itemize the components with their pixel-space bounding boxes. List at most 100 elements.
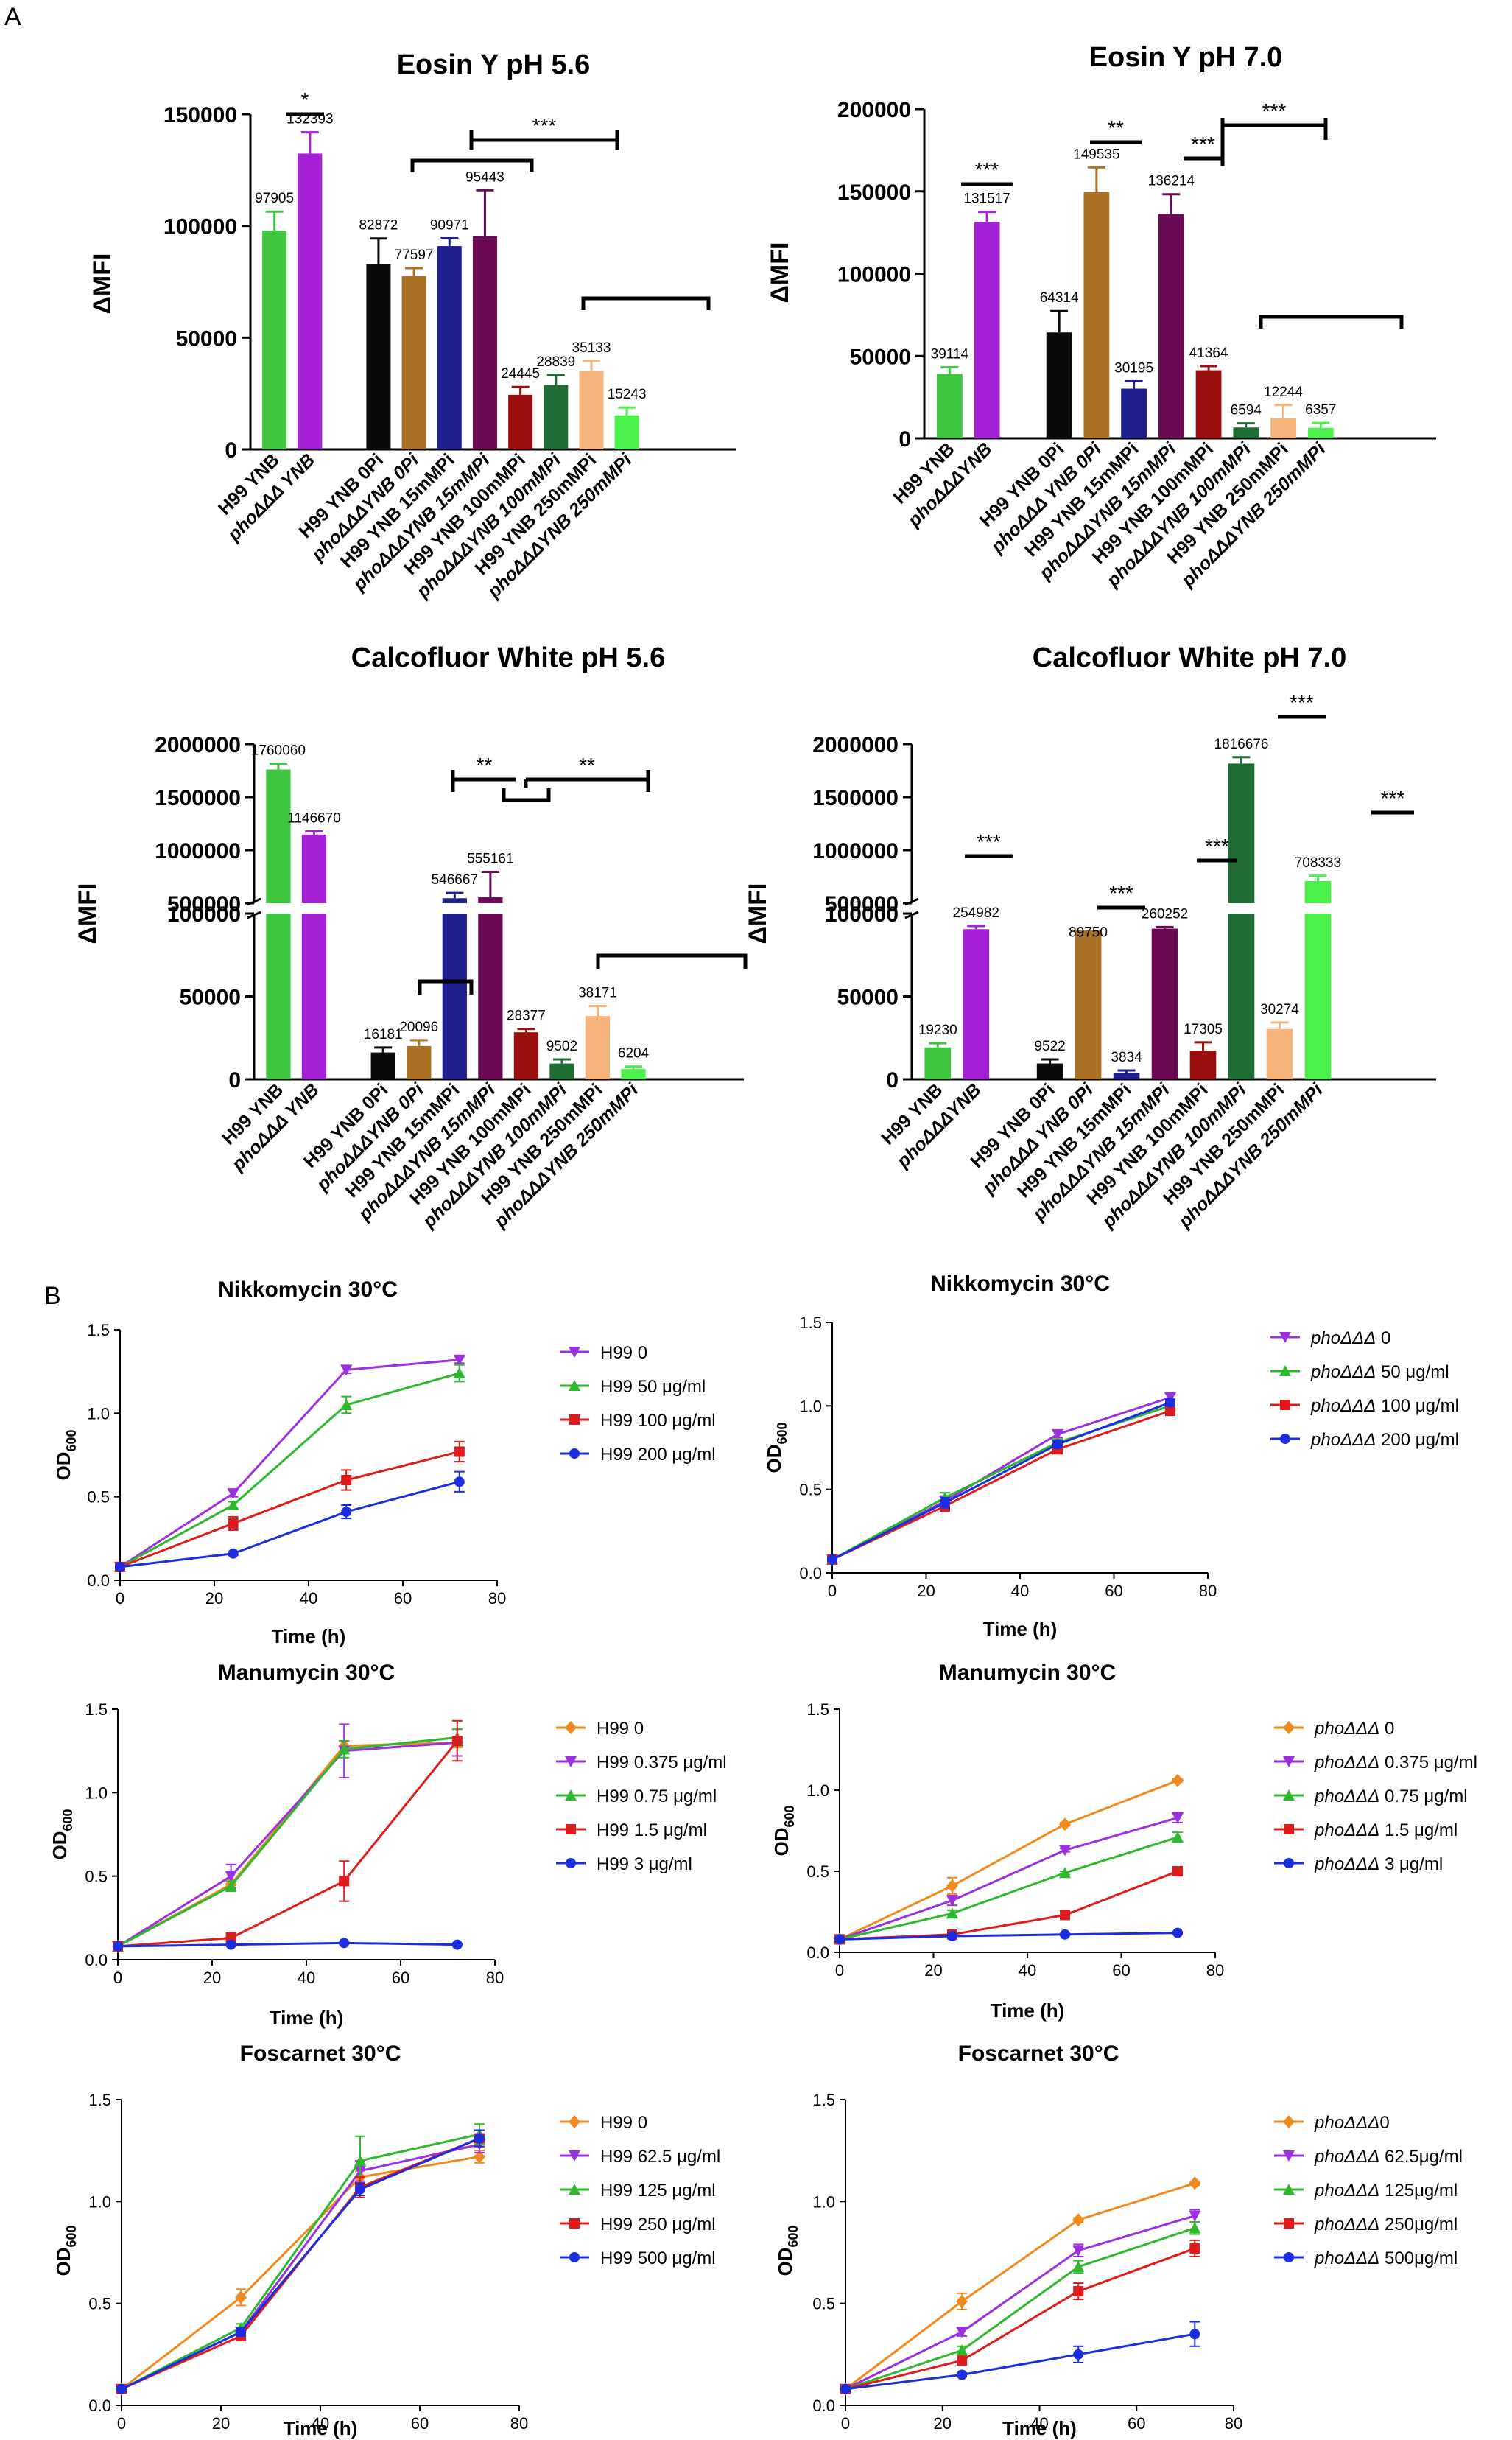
- y-tick-label: 2000000: [812, 733, 899, 757]
- bar: [1195, 370, 1222, 438]
- legend-label: H99 0: [600, 2113, 647, 2133]
- x-tick-label: 0: [117, 2414, 126, 2433]
- x-tick-label: 20: [934, 2414, 952, 2433]
- data-point: [569, 1347, 580, 1358]
- bar-break-gap: [1150, 903, 1180, 914]
- data-point: [940, 1497, 950, 1508]
- x-tick-label: 60: [1112, 1961, 1130, 1980]
- bar: [266, 769, 291, 1079]
- data-point: [225, 1871, 237, 1882]
- data-label: 28839: [536, 354, 575, 370]
- x-tick-label: 80: [510, 2414, 528, 2433]
- data-label: 15243: [608, 387, 647, 402]
- data-point: [1060, 1910, 1070, 1921]
- bar: [585, 1016, 611, 1079]
- line-chart-4: Manumycin 30°C 0.0 0.5 1.0 1.5 0 20 40 60 80 Time …: [770, 1661, 1477, 2022]
- data-point: [1189, 2222, 1201, 2234]
- data-point: [956, 2294, 968, 2308]
- data-point: [569, 2115, 580, 2128]
- y-tick-label: 1.0: [812, 2192, 835, 2211]
- data-point: [1189, 2329, 1200, 2340]
- data-point: [569, 1380, 580, 1391]
- significance-label: ***: [532, 114, 557, 137]
- data-label: 6204: [618, 1046, 650, 1062]
- series-line: [117, 1741, 457, 1948]
- data-point: [454, 1476, 465, 1487]
- bar: [442, 898, 467, 1079]
- data-point: [1165, 1406, 1175, 1417]
- legend-item: H99 0.75 μg/ml: [556, 1787, 717, 1806]
- data-point: [354, 2155, 366, 2166]
- bar: [508, 394, 533, 449]
- chart-title: Nikkomycin 30°C: [218, 1277, 398, 1302]
- y-axis-label: ΔMFI: [88, 253, 116, 315]
- y-tick-label: 100000: [163, 215, 237, 239]
- x-axis-label: Time (h): [991, 1999, 1065, 2022]
- bar: [1036, 1063, 1063, 1079]
- y-axis-label: ΔMFI: [766, 242, 794, 304]
- series-line: [119, 1372, 460, 1568]
- data-point: [1283, 1756, 1295, 1767]
- data-point: [454, 1446, 465, 1457]
- series: [834, 1927, 1183, 1945]
- series-line: [121, 2155, 480, 2391]
- data-point: [228, 1548, 239, 1559]
- x-tick-label: 0: [113, 1969, 122, 1987]
- legend-item: phoΔΔΔ 200 μg/ml: [1270, 1430, 1459, 1450]
- line-chart-2: Nikkomycin 30°C 0.0 0.5 1.0 1.5 0 20 40 60 80 Time…: [763, 1272, 1459, 1640]
- data-label: 97905: [255, 191, 294, 206]
- data-point: [565, 1721, 577, 1734]
- data-point: [341, 1475, 352, 1485]
- x-tick-label: 20: [212, 2414, 230, 2433]
- legend-label: H99 3 μg/ml: [597, 1854, 692, 1874]
- data-label: 39114: [931, 347, 969, 362]
- legend-label: phoΔΔΔ 62.5μg/ml: [1314, 2147, 1463, 2167]
- bar-break-gap: [300, 903, 328, 914]
- bar-chart-1: Eosin Y pH 5.6 ΔMFI 0 50000 100000 150000 9790…: [88, 49, 736, 603]
- data-point: [1060, 1929, 1070, 1940]
- data-label: 131517: [963, 192, 1010, 207]
- x-tick-label: 0: [828, 1582, 837, 1600]
- legend-item: H99 1.5 μg/ml: [556, 1820, 707, 1840]
- y-tick-label: 1000000: [155, 839, 241, 863]
- y-tick-label: 100000: [825, 902, 899, 927]
- legend-item: H99 200 μg/ml: [560, 1445, 716, 1465]
- data-point: [947, 1931, 957, 1941]
- y-tick-label: 200000: [837, 98, 911, 122]
- bar-break-gap: [1226, 903, 1256, 914]
- legend-item: phoΔΔΔ 62.5μg/ml: [1274, 2147, 1463, 2167]
- series-line: [121, 2137, 480, 2391]
- series-line: [117, 1740, 458, 1948]
- data-label: 64314: [1040, 290, 1079, 306]
- line-chart-5: Foscarnet 30°C 0.0 0.5 1.0 1.5 0 20 40 60 80 Time …: [52, 2041, 720, 2439]
- bar: [924, 1047, 952, 1079]
- legend-item: phoΔΔΔ 100 μg/ml: [1270, 1396, 1459, 1416]
- data-point: [1189, 2210, 1201, 2222]
- bar: [262, 231, 287, 449]
- y-tick-label: 50000: [176, 326, 237, 351]
- data-point: [451, 1939, 463, 1950]
- data-point: [453, 1354, 465, 1366]
- series: [115, 1470, 465, 1572]
- x-tick-label: 40: [298, 1969, 315, 1987]
- series: [114, 1364, 465, 1572]
- y-axis-label: OD600: [763, 1422, 790, 1473]
- data-point: [1172, 1866, 1183, 1876]
- data-point: [225, 1880, 237, 1892]
- data-label: 95443: [465, 169, 504, 185]
- legend-label: H99 500 μg/ml: [600, 2248, 716, 2268]
- y-tick-label: 150000: [837, 180, 911, 205]
- bar: [544, 385, 569, 449]
- series-line: [845, 2226, 1195, 2391]
- legend-label: H99 125 μg/ml: [600, 2181, 716, 2201]
- series-line: [839, 1779, 1178, 1941]
- data-label: 35133: [572, 340, 611, 356]
- legend-label: phoΔΔΔ 200 μg/ml: [1310, 1430, 1459, 1450]
- legend-label: H99 250 μg/ml: [600, 2215, 716, 2234]
- bar: [963, 929, 990, 1079]
- legend-label: H99 0.75 μg/ml: [597, 1787, 717, 1806]
- data-label: 1816676: [1214, 737, 1269, 752]
- legend-item: phoΔΔΔ 1.5 μg/ml: [1274, 1820, 1458, 1840]
- data-point: [946, 1907, 958, 1919]
- x-tick-label: 40: [1011, 1582, 1029, 1600]
